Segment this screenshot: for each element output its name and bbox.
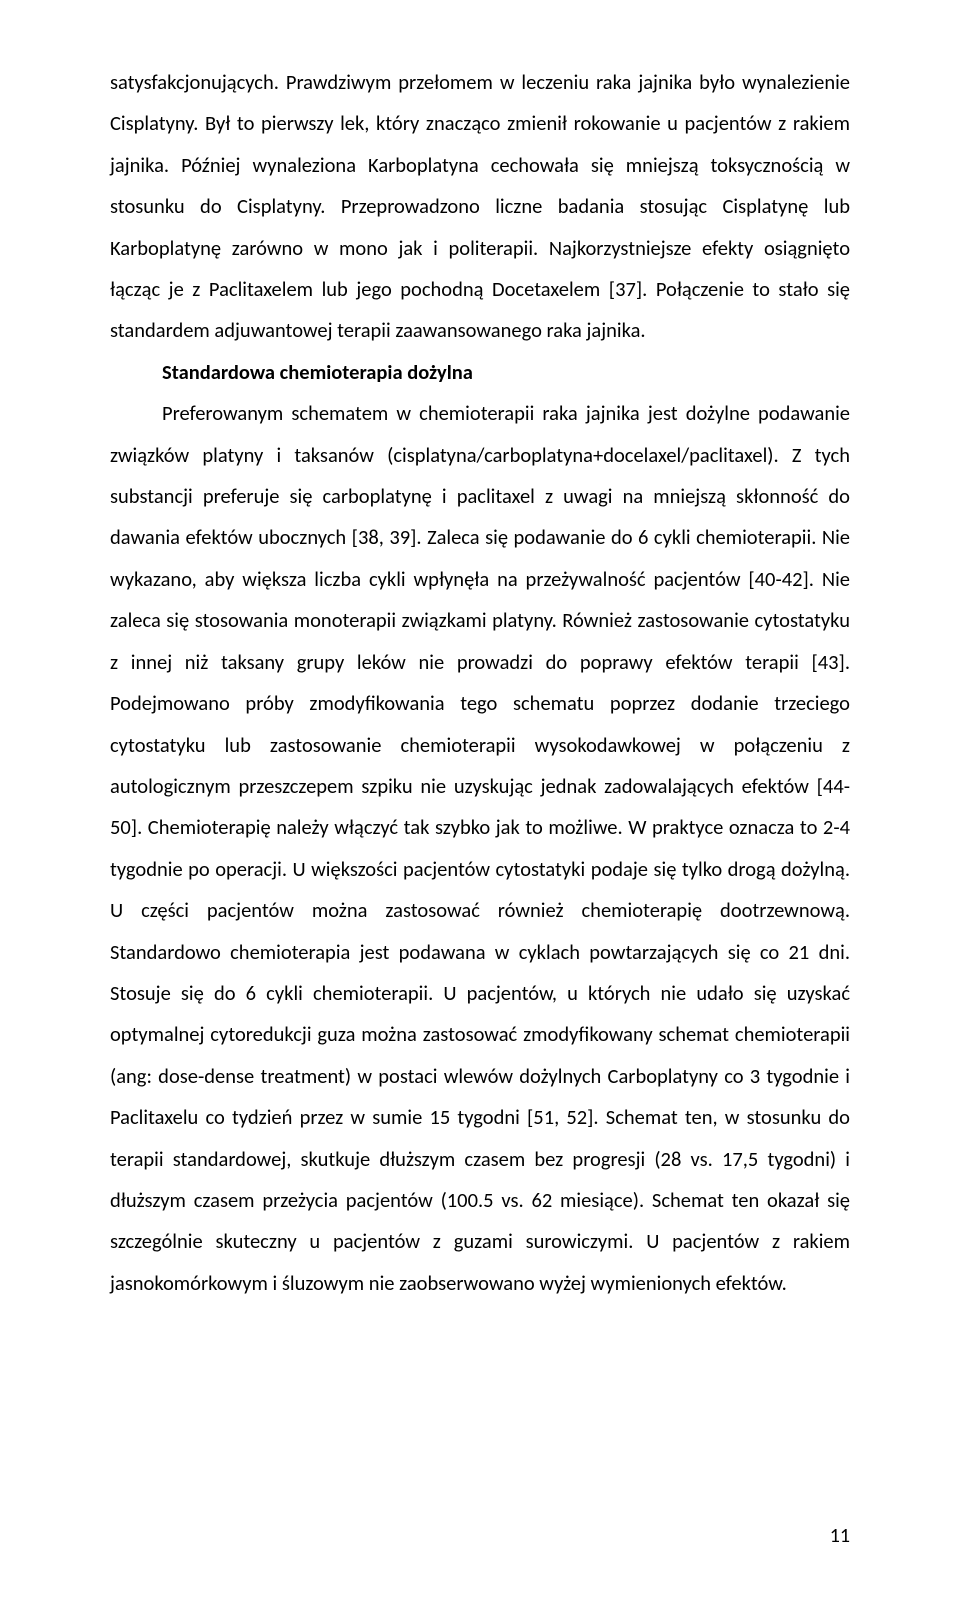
section-heading: Standardowa chemioterapia dożylna <box>110 352 850 393</box>
body-paragraph-1: satysfakcjonujących. Prawdziwym przełome… <box>110 62 850 352</box>
page-number: 11 <box>830 1516 850 1556</box>
body-paragraph-2: Preferowanym schematem w chemioterapii r… <box>110 393 850 1304</box>
document-page: satysfakcjonujących. Prawdziwym przełome… <box>0 0 960 1606</box>
